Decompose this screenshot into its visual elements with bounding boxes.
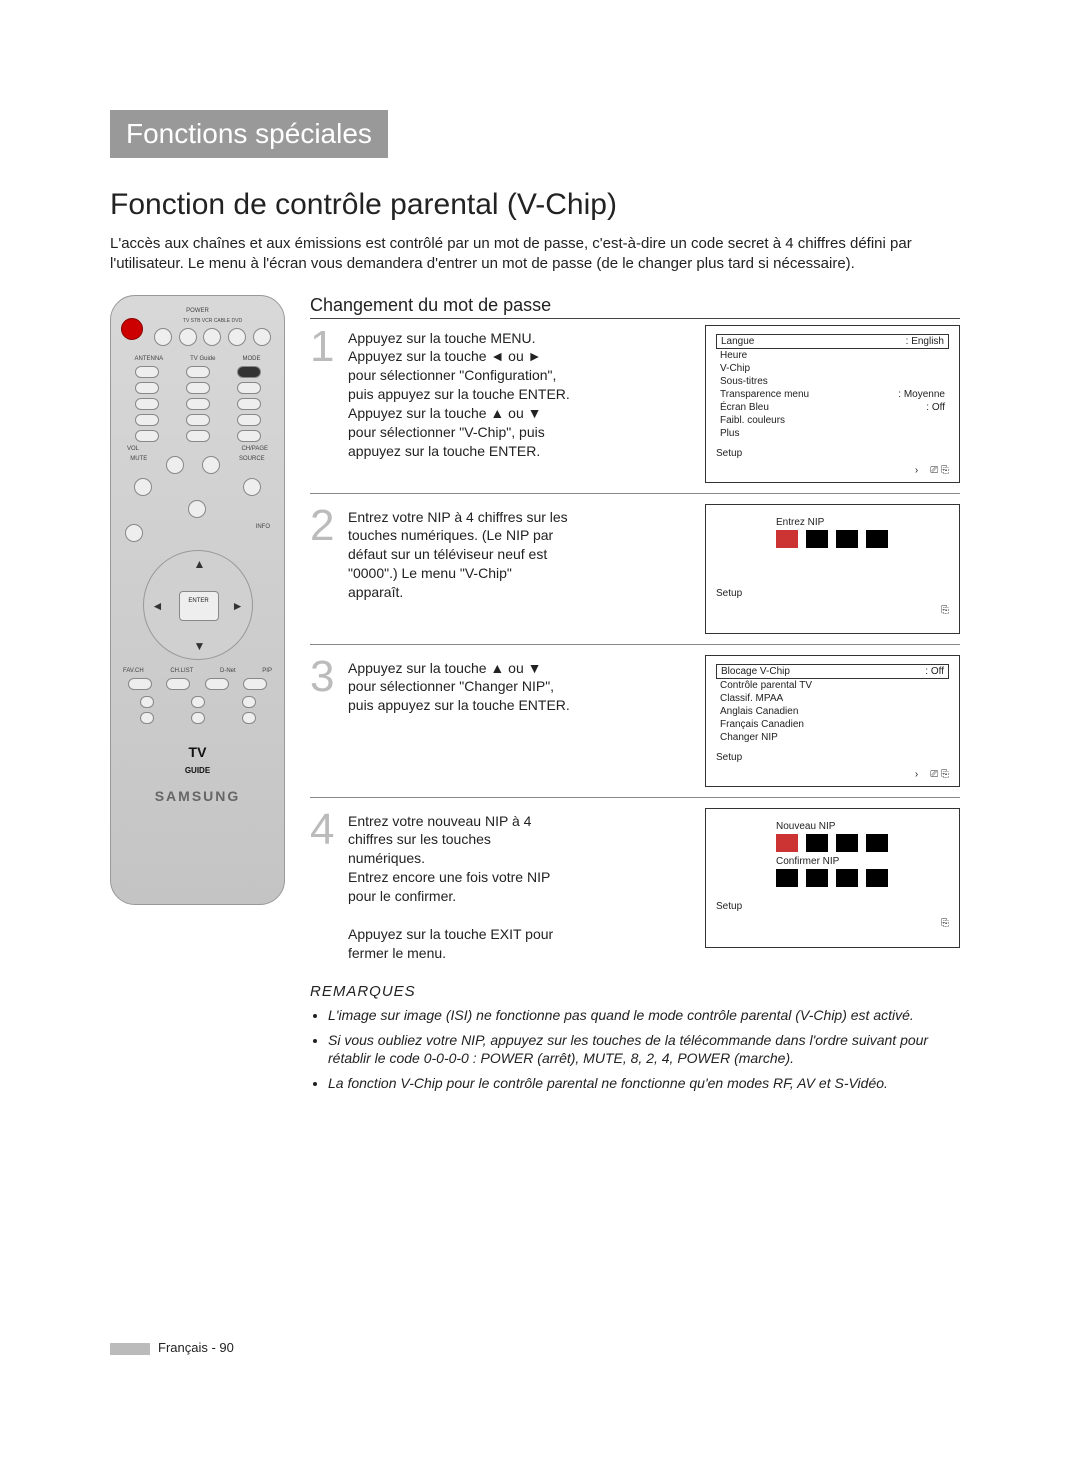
step-1: 1 Appuyez sur la touche MENU. Appuyez su… [310, 325, 960, 494]
tvguide-logo: TVGUIDE [121, 744, 274, 776]
source-label: SOURCE [239, 456, 265, 474]
favch-label: FAV.CH [123, 668, 144, 674]
osd-new-pin: Nouveau NIP Confirmer NIP Setup ⎘ [705, 808, 960, 948]
osd-setup-menu: Langue: English Heure V-Chip Sous-titres… [705, 325, 960, 483]
intro-text: L'accès aux chaînes et aux émissions est… [110, 234, 960, 275]
enter-pin-label: Entrez NIP [776, 517, 949, 528]
new-pin-label: Nouveau NIP [776, 821, 949, 832]
footer-bar-icon [110, 1343, 150, 1355]
power-label: POWER [121, 308, 274, 314]
osd-enter-pin: Entrez NIP Setup ⎘ [705, 504, 960, 634]
enter-button: ENTER [179, 591, 219, 621]
remark-3: La fonction V-Chip pour le contrôle pare… [328, 1074, 960, 1093]
power-button [121, 318, 143, 340]
step-2: 2 Entrez votre NIP à 4 chiffres sur les … [310, 504, 960, 645]
remark-2: Si vous oubliez votre NIP, appuyez sur l… [328, 1031, 960, 1069]
mute-label: MUTE [130, 456, 147, 474]
step-4-text: Entrez votre nouveau NIP à 4 chiffres su… [348, 808, 578, 963]
page-title: Fonction de contrôle parental (V-Chip) [110, 188, 960, 222]
mode-label: MODE [242, 356, 260, 362]
step-2-number: 2 [310, 504, 348, 548]
step-3-text: Appuyez sur la touche ▲ ou ▼ pour sélect… [348, 655, 578, 716]
osd3-setup: Setup [716, 752, 949, 763]
section-badge: Fonctions spéciales [110, 110, 388, 158]
step-2-text: Entrez votre NIP à 4 chiffres sur les to… [348, 504, 578, 602]
antenna-label: ANTENNA [134, 356, 163, 362]
pip-label: PIP [262, 668, 272, 674]
step-4-number: 4 [310, 808, 348, 852]
osd-vchip-menu: Blocage V-Chip: Off Contrôle parental TV… [705, 655, 960, 787]
step-3: 3 Appuyez sur la touche ▲ ou ▼ pour séle… [310, 655, 960, 798]
brand-logo: SAMSUNG [121, 788, 274, 804]
confirm-pin-label: Confirmer NIP [776, 856, 949, 867]
ch-label: CH/PAGE [241, 446, 268, 452]
osd1-setup: Setup [716, 448, 949, 459]
remarks-list: L'image sur image (ISI) ne fonctionne pa… [310, 1006, 960, 1094]
step-1-number: 1 [310, 325, 348, 369]
page-footer: Français - 90 [110, 1340, 234, 1355]
step-4: 4 Entrez votre nouveau NIP à 4 chiffres … [310, 808, 960, 973]
osd4-setup: Setup [716, 901, 949, 912]
chlist-label: CH.LIST [170, 668, 193, 674]
osd2-setup: Setup [716, 588, 949, 599]
num-1 [135, 382, 159, 394]
dnet-label: D-Net [220, 668, 236, 674]
tvguide-label: TV Guide [190, 356, 215, 362]
remote-illustration: POWER TV STB VCR CABLE DVD ANTENNA TV Gu… [110, 295, 285, 905]
subheading: Changement du mot de passe [310, 295, 960, 319]
vol-label: VOL [127, 446, 139, 452]
remark-1: L'image sur image (ISI) ne fonctionne pa… [328, 1006, 960, 1025]
remarks-heading: REMARQUES [310, 983, 960, 1000]
info-label: INFO [256, 524, 270, 542]
step-3-number: 3 [310, 655, 348, 699]
step-1-text: Appuyez sur la touche MENU. Appuyez sur … [348, 325, 578, 461]
nav-pad: ▲ ▼ ◄ ► ENTER [143, 550, 253, 660]
mode-row-label: TV STB VCR CABLE DVD [151, 318, 274, 324]
